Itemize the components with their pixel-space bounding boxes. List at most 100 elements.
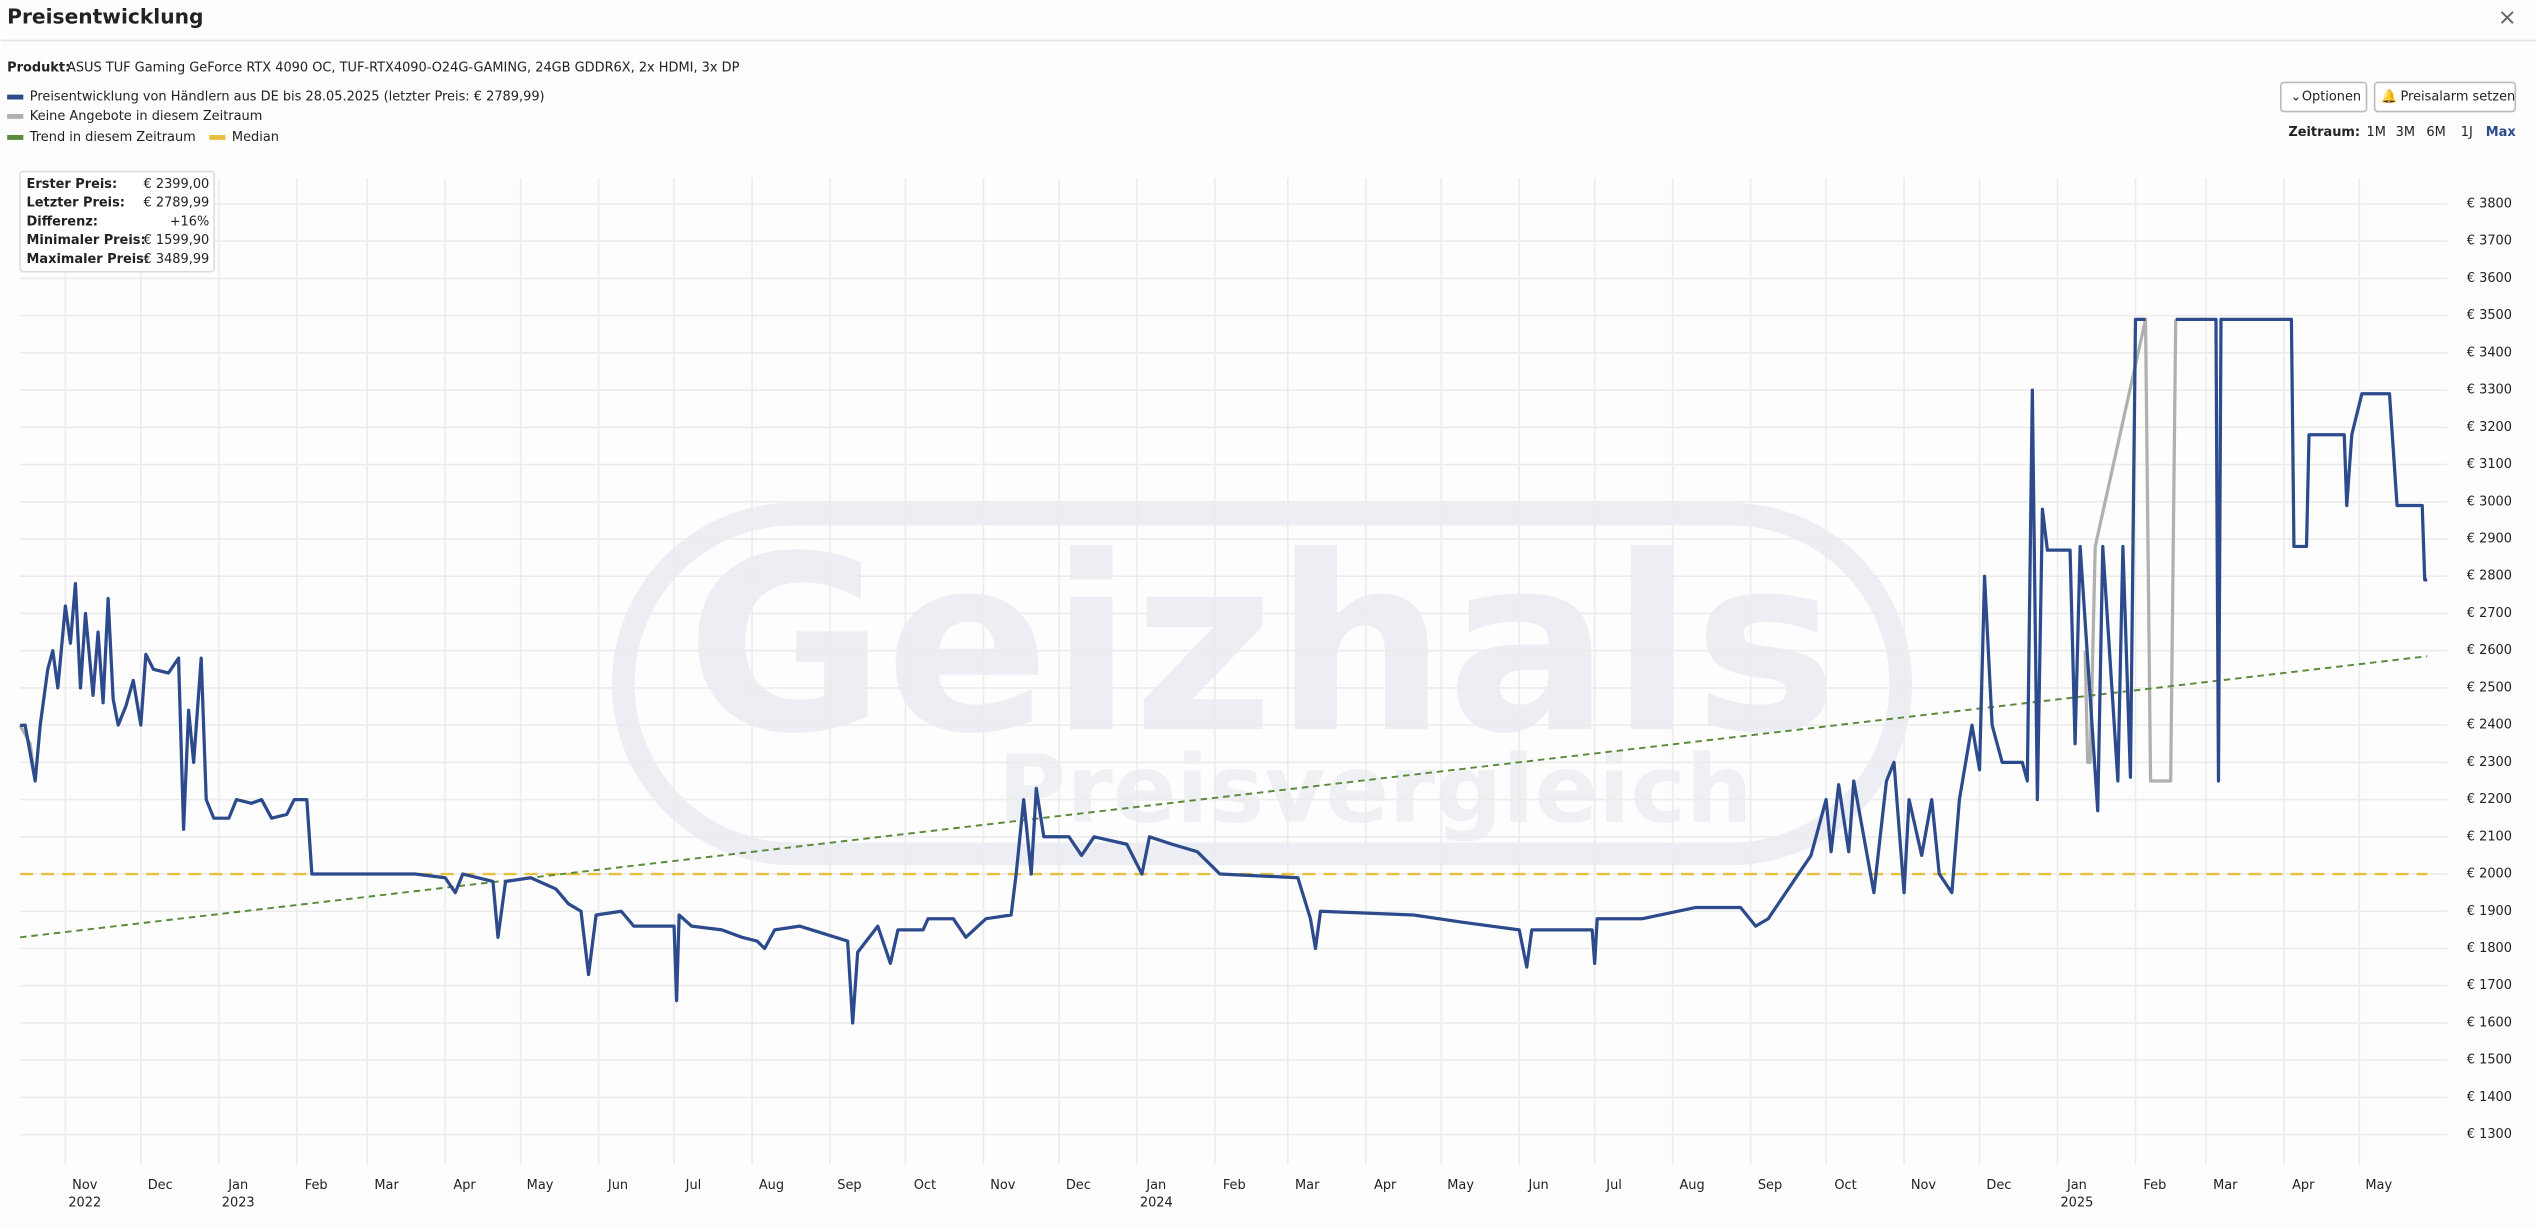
close-button[interactable]: × [2498, 4, 2517, 30]
y-tick-label: € 3200 [2467, 420, 2512, 435]
y-tick-label: € 2900 [2467, 531, 2512, 546]
watermark-brand: Geizhals [686, 505, 1838, 787]
info-label: Maximaler Preis: [27, 252, 150, 267]
y-tick-label: € 3500 [2467, 308, 2512, 323]
y-tick-label: € 3000 [2467, 494, 2512, 509]
y-tick-label: € 2200 [2467, 792, 2512, 807]
y-tick-label: € 2300 [2467, 755, 2512, 770]
x-tick-label: Jan [227, 1178, 248, 1193]
y-tick-label: € 2600 [2467, 643, 2512, 658]
legend-label: Keine Angebote in diesem Zeitraum [30, 109, 263, 124]
y-tick-label: € 1600 [2467, 1015, 2512, 1030]
x-tick-label: Sep [837, 1178, 861, 1193]
watermark-frame [611, 502, 1913, 866]
x-tick-label: Feb [1223, 1178, 1246, 1193]
info-value: € 1599,90 [144, 233, 210, 248]
info-value: € 2789,99 [144, 196, 210, 211]
alarm-button[interactable]: Preisalarm setzen🔔 [2373, 81, 2517, 113]
x-tick-label: Oct [1834, 1178, 1856, 1193]
info-label: Minimaler Preis: [27, 233, 146, 248]
series-line [19, 317, 2428, 1025]
x-tick-label: Jul [1605, 1178, 1622, 1193]
legend-label: Median [232, 130, 279, 145]
x-tick-label: Jan [2066, 1178, 2087, 1193]
button-frame [2373, 81, 2517, 113]
y-tick-label: € 3600 [2467, 271, 2512, 286]
button-label: Preisalarm setzen [2400, 90, 2515, 105]
y-tick-label: € 1500 [2467, 1053, 2512, 1068]
y-tick-label: € 2700 [2467, 606, 2512, 621]
x-year-label: 2022 [68, 1196, 101, 1211]
x-tick-label: Dec [148, 1178, 173, 1193]
x-tick-label: Sep [1758, 1178, 1782, 1193]
y-tick-label: € 3300 [2467, 383, 2512, 398]
y-tick-label: € 2800 [2467, 569, 2512, 584]
chevron: ⌄ [2291, 90, 2302, 105]
x-tick-label: May [527, 1178, 554, 1193]
series-line [19, 655, 2428, 939]
range-option[interactable]: 1J [2461, 125, 2473, 140]
title: Preisentwicklung [7, 4, 203, 28]
y-tick-label: € 2100 [2467, 829, 2512, 844]
y-tick-label: € 1700 [2467, 978, 2512, 993]
x-tick-label: Jan [1145, 1178, 1166, 1193]
y-tick-label: € 3100 [2467, 457, 2512, 472]
y-tick-label: € 3400 [2467, 345, 2512, 360]
x-year-label: 2024 [1140, 1196, 1173, 1211]
watermark-sub: Preisvergleich [998, 735, 1753, 844]
info-box [19, 170, 215, 273]
info-value: +16% [170, 214, 210, 229]
x-tick-label: Aug [759, 1178, 784, 1193]
x-tick-label: Jun [1528, 1178, 1549, 1193]
x-tick-label: Nov [1911, 1178, 1937, 1193]
y-tick-label: € 1800 [2467, 941, 2512, 956]
range-option[interactable]: 1M [2367, 125, 2386, 140]
x-tick-label: Nov [990, 1178, 1016, 1193]
x-tick-label: May [2365, 1178, 2392, 1193]
range-label: Zeitraum: [2288, 125, 2360, 140]
info-value: € 2399,00 [144, 177, 210, 192]
y-tick-label: € 3700 [2467, 234, 2512, 249]
button-label: Optionen [2302, 90, 2361, 105]
info-label: Differenz: [27, 214, 98, 229]
legend-label: Trend in diesem Zeitraum [29, 130, 196, 145]
x-tick-label: Feb [2143, 1178, 2166, 1193]
x-year-label: 2025 [2060, 1196, 2093, 1211]
y-tick-label: € 2400 [2467, 718, 2512, 733]
bell: 🔔 [2381, 89, 2397, 105]
range-option[interactable]: 3M [2396, 125, 2415, 140]
y-tick-label: € 1900 [2467, 904, 2512, 919]
x-tick-label: Jun [607, 1178, 628, 1193]
product-label: Produkt: [7, 60, 70, 75]
x-tick-label: May [1447, 1178, 1474, 1193]
x-tick-label: Apr [2292, 1178, 2315, 1193]
x-tick-label: Mar [2213, 1178, 2238, 1193]
x-tick-label: Jul [685, 1178, 702, 1193]
y-tick-label: € 3800 [2467, 196, 2512, 211]
options-button[interactable]: Optionen⌄ [2279, 81, 2368, 113]
x-tick-label: Aug [1679, 1178, 1704, 1193]
y-tick-label: € 2000 [2467, 867, 2512, 882]
button-frame [2279, 81, 2368, 113]
y-tick-label: € 1400 [2467, 1090, 2512, 1105]
range-option[interactable]: 6M [2426, 125, 2445, 140]
x-tick-label: Apr [1374, 1178, 1397, 1193]
x-year-label: 2023 [222, 1196, 255, 1211]
info-label: Erster Preis: [27, 177, 118, 192]
y-tick-label: € 1300 [2467, 1127, 2512, 1142]
x-tick-label: Dec [1066, 1178, 1091, 1193]
range-option[interactable]: Max [2486, 125, 2517, 140]
x-tick-label: Feb [305, 1178, 328, 1193]
x-tick-label: Oct [914, 1178, 936, 1193]
x-tick-label: Apr [453, 1178, 476, 1193]
x-tick-label: Mar [374, 1178, 399, 1193]
y-tick-label: € 2500 [2467, 680, 2512, 695]
x-tick-label: Nov [72, 1178, 98, 1193]
info-value: € 3489,99 [144, 252, 210, 267]
x-tick-label: Mar [1295, 1178, 1320, 1193]
product-name: ASUS TUF Gaming GeForce RTX 4090 OC, TUF… [67, 60, 740, 75]
